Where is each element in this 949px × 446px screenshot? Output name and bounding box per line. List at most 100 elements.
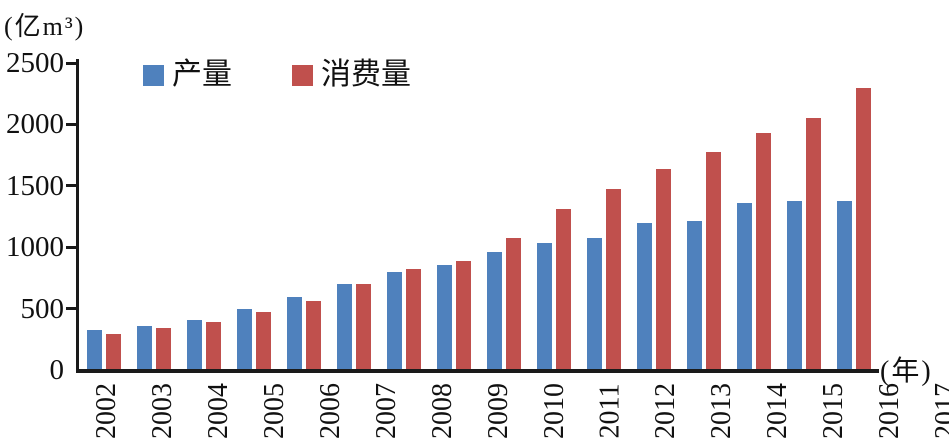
x-tick-label: 2016 bbox=[873, 383, 905, 439]
bar-group-2003 bbox=[129, 62, 179, 369]
x-tick-cell: 2005 bbox=[247, 377, 303, 445]
bar-consumption-2011 bbox=[556, 209, 571, 369]
x-tick-cell: 2004 bbox=[191, 377, 247, 445]
x-tick-label: 2003 bbox=[147, 383, 178, 439]
bar-group-2014 bbox=[679, 62, 729, 369]
bar-group-2009 bbox=[429, 62, 479, 369]
bar-consumption-2012 bbox=[606, 189, 621, 369]
y-tick-mark bbox=[66, 307, 76, 310]
y-axis-line bbox=[76, 59, 79, 373]
x-tick-label: 2012 bbox=[649, 383, 681, 439]
bar-production-2006 bbox=[287, 297, 302, 369]
bar-consumption-2017 bbox=[856, 88, 871, 369]
y-tick-label: 0 bbox=[49, 354, 65, 386]
x-tick-label: 2014 bbox=[761, 383, 793, 439]
bar-consumption-2014 bbox=[706, 152, 721, 369]
bar-group-2015 bbox=[729, 62, 779, 369]
bar-production-2009 bbox=[437, 265, 452, 369]
bar-production-2004 bbox=[187, 320, 202, 369]
bar-consumption-2002 bbox=[106, 334, 121, 369]
bar-consumption-2016 bbox=[806, 118, 821, 369]
bar-consumption-2004 bbox=[206, 322, 221, 369]
bar-production-2014 bbox=[687, 221, 702, 369]
x-tick-label: 2010 bbox=[539, 383, 570, 439]
y-tick-label: 1500 bbox=[6, 170, 64, 202]
y-tick-label: 2000 bbox=[6, 108, 64, 140]
x-tick-cell: 2003 bbox=[135, 377, 191, 445]
bar-group-2010 bbox=[479, 62, 529, 369]
bar-production-2007 bbox=[337, 284, 352, 369]
bar-production-2012 bbox=[587, 238, 602, 369]
plot-area bbox=[79, 62, 879, 369]
bar-consumption-2007 bbox=[356, 284, 371, 369]
y-tick-mark bbox=[66, 62, 76, 65]
x-tick-label: 2005 bbox=[259, 383, 290, 439]
x-tick-cell: 2014 bbox=[750, 377, 806, 445]
bar-production-2017 bbox=[837, 201, 852, 369]
x-tick-cell: 2009 bbox=[471, 377, 527, 445]
x-axis-line bbox=[76, 369, 879, 373]
bar-production-2010 bbox=[487, 252, 502, 369]
x-tick-cell: 2013 bbox=[694, 377, 750, 445]
bar-group-2008 bbox=[379, 62, 429, 369]
y-tick-mark bbox=[66, 246, 76, 249]
x-tick-label: 2009 bbox=[483, 383, 514, 439]
bar-consumption-2008 bbox=[406, 269, 421, 369]
bar-production-2015 bbox=[737, 203, 752, 369]
y-tick-label: 1000 bbox=[6, 231, 64, 263]
bar-production-2016 bbox=[787, 201, 802, 369]
bar-consumption-2015 bbox=[756, 133, 771, 369]
x-tick-cell: 2002 bbox=[79, 377, 135, 445]
bar-consumption-2006 bbox=[306, 301, 321, 369]
bar-consumption-2005 bbox=[256, 312, 271, 369]
bar-production-2008 bbox=[387, 272, 402, 369]
x-tick-label: 2002 bbox=[91, 383, 122, 439]
x-tick-cell: 2006 bbox=[303, 377, 359, 445]
legend-label-production: 产量 bbox=[172, 58, 232, 91]
x-tick-cell: 2012 bbox=[638, 377, 694, 445]
x-tick-label: 2013 bbox=[705, 383, 737, 439]
x-tick-label: 2017 bbox=[929, 383, 949, 439]
bar-group-2002 bbox=[79, 62, 129, 369]
bar-production-2002 bbox=[87, 330, 102, 369]
legend-label-consumption: 消费量 bbox=[321, 58, 411, 91]
bar-group-2004 bbox=[179, 62, 229, 369]
legend-item-consumption: 消费量 bbox=[292, 60, 411, 90]
x-tick-label: 2004 bbox=[203, 383, 234, 439]
x-tick-cell: 2008 bbox=[415, 377, 471, 445]
x-tick-label: 2006 bbox=[315, 383, 346, 439]
bar-group-2012 bbox=[579, 62, 629, 369]
bar-consumption-2013 bbox=[656, 169, 671, 369]
y-tick-mark bbox=[66, 123, 76, 126]
y-tick-mark bbox=[66, 184, 76, 187]
legend-swatch-consumption-icon bbox=[292, 64, 313, 86]
x-tick-label: 2007 bbox=[371, 383, 402, 439]
x-tick-cell: 2010 bbox=[527, 377, 583, 445]
legend-swatch-production-icon bbox=[143, 64, 164, 86]
bar-production-2005 bbox=[237, 309, 252, 369]
x-tick-label: 2008 bbox=[427, 383, 458, 439]
x-tick-cell: 2007 bbox=[359, 377, 415, 445]
bar-production-2013 bbox=[637, 223, 652, 369]
x-tick-label: 2011 bbox=[594, 383, 626, 439]
x-tick-label: 2015 bbox=[817, 383, 849, 439]
bar-group-2007 bbox=[329, 62, 379, 369]
x-axis-labels: 2002 2003 2004 2005 2006 2007 2008 2009 2010 2011… bbox=[79, 377, 949, 445]
bar-group-2017 bbox=[829, 62, 879, 369]
y-tick-label: 2500 bbox=[6, 47, 64, 79]
bar-group-2016 bbox=[779, 62, 829, 369]
bar-group-2013 bbox=[629, 62, 679, 369]
x-axis-unit-label: (年) bbox=[880, 356, 933, 387]
bar-group-2011 bbox=[529, 62, 579, 369]
bar-consumption-2010 bbox=[506, 238, 521, 369]
y-tick-label: 500 bbox=[20, 293, 65, 325]
bar-production-2011 bbox=[537, 243, 552, 369]
x-tick-cell: 2015 bbox=[806, 377, 862, 445]
legend-item-production: 产量 bbox=[143, 60, 232, 90]
bar-consumption-2009 bbox=[456, 261, 471, 369]
x-tick-cell: 2011 bbox=[583, 377, 638, 445]
y-axis-unit-label: (亿m³) bbox=[4, 12, 86, 41]
bar-group-2005 bbox=[229, 62, 279, 369]
bar-group-2006 bbox=[279, 62, 329, 369]
